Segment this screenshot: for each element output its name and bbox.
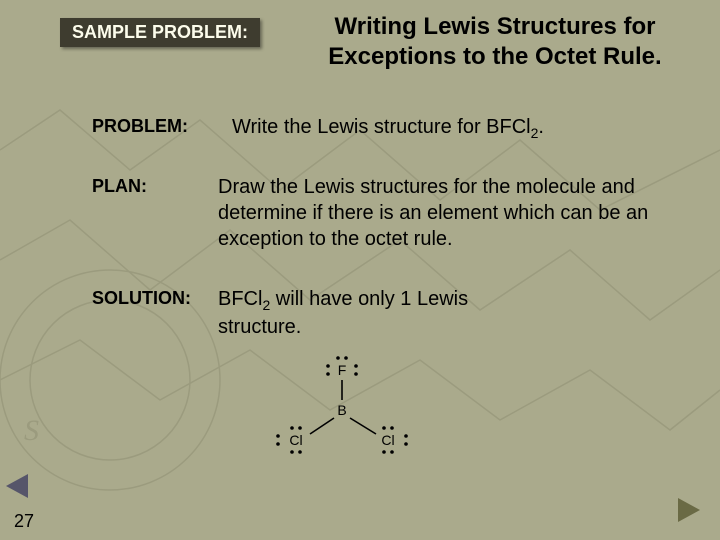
page-number: 27: [14, 511, 34, 532]
svg-text:Cl: Cl: [289, 432, 302, 448]
plan-label: PLAN:: [92, 176, 147, 197]
slide-title: Writing Lewis Structures for Exceptions …: [290, 12, 700, 72]
solution-text-pre: BFCl: [218, 288, 262, 310]
lewis-structure-diagram: B F Cl Cl: [262, 352, 422, 472]
problem-text-post: .: [538, 116, 544, 138]
svg-text:F: F: [338, 362, 347, 378]
svg-text:Cl: Cl: [381, 432, 394, 448]
problem-label: PROBLEM:: [92, 116, 188, 137]
problem-text-pre: Write the Lewis structure for BFCl: [232, 116, 531, 138]
svg-text:B: B: [337, 402, 346, 418]
prev-arrow-icon[interactable]: [6, 474, 28, 498]
plan-text: Draw the Lewis structures for the molecu…: [218, 174, 688, 252]
solution-text: BFCl2 will have only 1 Lewis structure.: [218, 286, 538, 340]
solution-label: SOLUTION:: [92, 288, 191, 309]
problem-text: Write the Lewis structure for BFCl2.: [232, 114, 692, 142]
svg-text:S: S: [24, 414, 39, 447]
next-arrow-icon[interactable]: [678, 498, 700, 522]
sample-problem-banner: SAMPLE PROBLEM:: [60, 18, 260, 47]
